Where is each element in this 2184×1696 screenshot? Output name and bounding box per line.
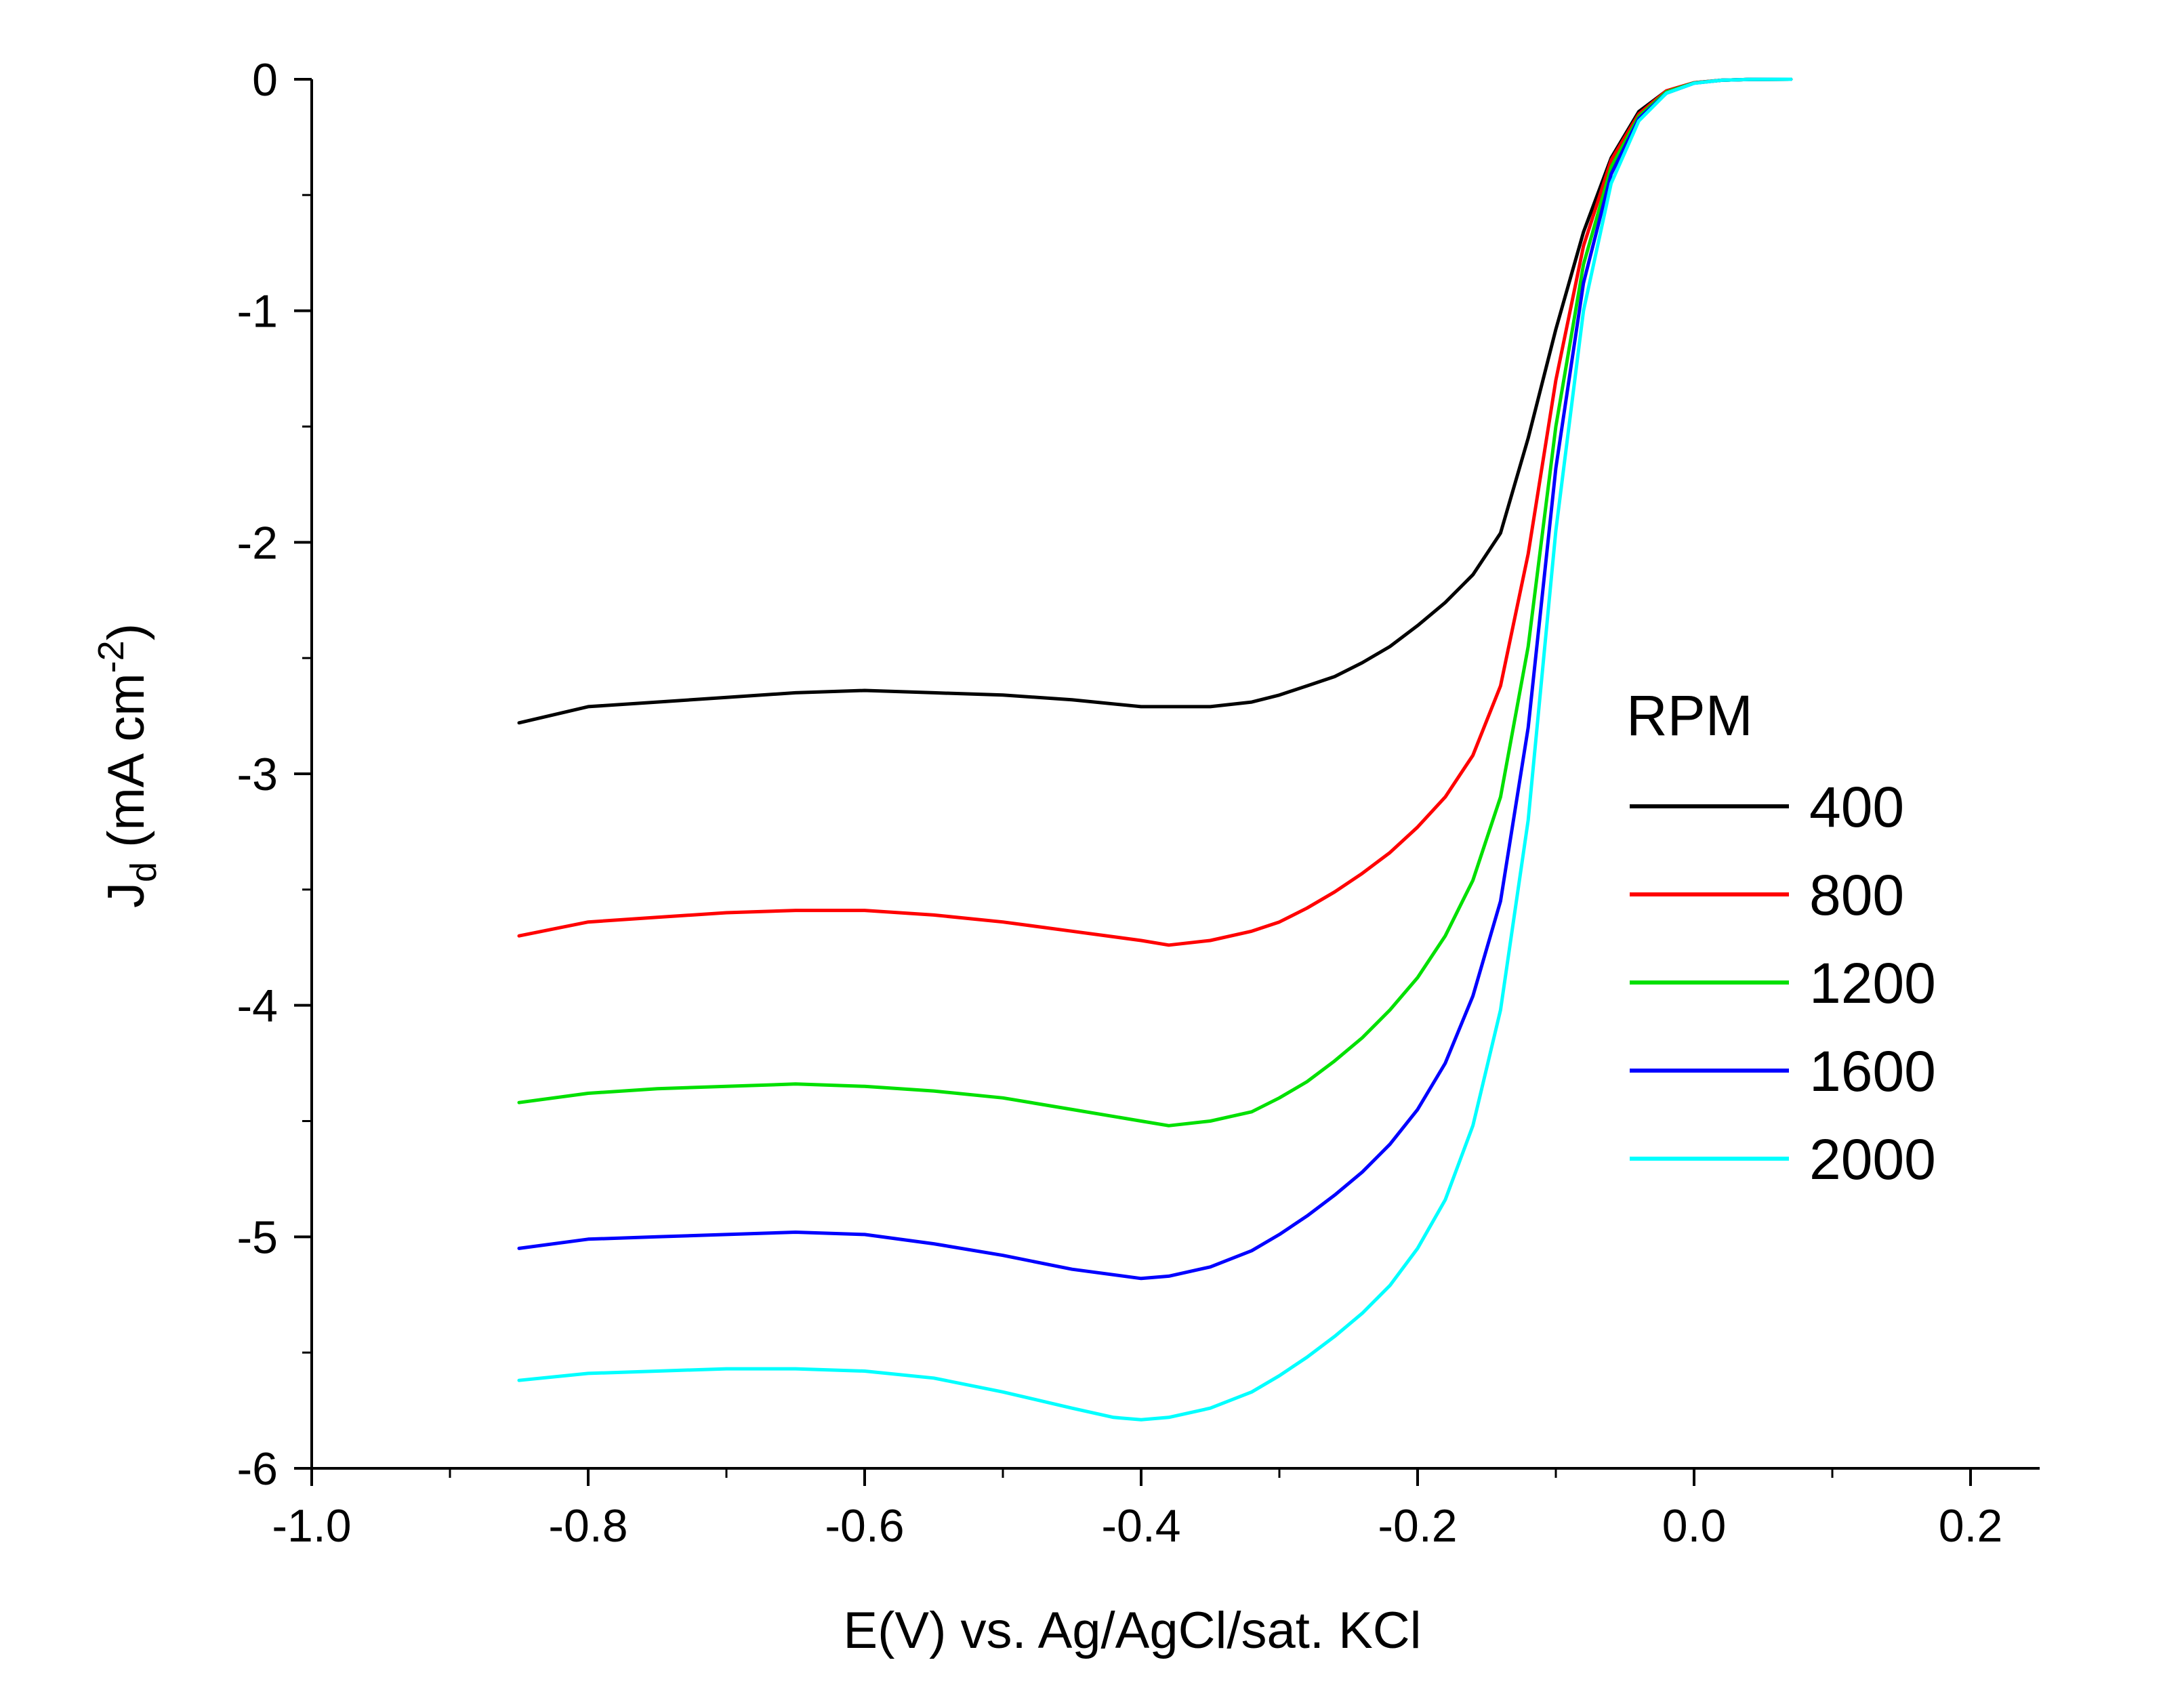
series-line-400 (517, 77, 1793, 725)
legend-label-1600: 1600 (1809, 1039, 1936, 1103)
y-tick-label: -5 (237, 1212, 278, 1263)
legend-label-1200: 1200 (1809, 951, 1936, 1015)
x-tick-label: -0.6 (825, 1500, 904, 1552)
series-layer (517, 77, 1793, 1422)
x-tick-label: 0.0 (1662, 1500, 1727, 1552)
legend-label-400: 400 (1809, 775, 1904, 839)
y-axis-title-unit: (mA cm (98, 673, 155, 862)
y-tick-label: 0 (252, 54, 278, 106)
legend-title: RPM (1626, 684, 1753, 747)
y-axis-title: Jd (mA cm-2) (91, 623, 164, 908)
legend-label-2000: 2000 (1809, 1128, 1936, 1191)
y-axis-title-unit-end: ) (98, 623, 155, 640)
x-tick-label: 0.2 (1939, 1500, 2003, 1552)
x-tick-label: -0.4 (1101, 1500, 1180, 1552)
x-axis-title: E(V) vs. Ag/AgCl/sat. KCl (843, 1602, 1421, 1659)
axes-layer: -1.0 -0.8 -0.6 -0.4 -0.2 0.0 0.2 0 -1 -2 -3 -4 -5 -6 (237, 54, 2040, 1552)
x-tick-label: -0.2 (1378, 1500, 1457, 1552)
y-axis-title-sup: -2 (91, 640, 131, 673)
y-tick-label: -6 (237, 1443, 278, 1495)
x-tick-label: -0.8 (548, 1500, 627, 1552)
y-axis-title-main: J (98, 882, 155, 908)
series-line-2000 (517, 77, 1793, 1422)
y-tick-label: -1 (237, 286, 278, 337)
y-tick-label: -4 (237, 980, 278, 1032)
y-tick-label: -2 (237, 517, 278, 568)
y-tick-label: -3 (237, 749, 278, 800)
legend-label-800: 800 (1809, 863, 1904, 927)
legend: RPM 400 800 1200 1600 2000 (1626, 684, 1936, 1191)
x-tick-label: -1.0 (272, 1500, 351, 1552)
y-axis-title-sub: d (123, 862, 164, 882)
